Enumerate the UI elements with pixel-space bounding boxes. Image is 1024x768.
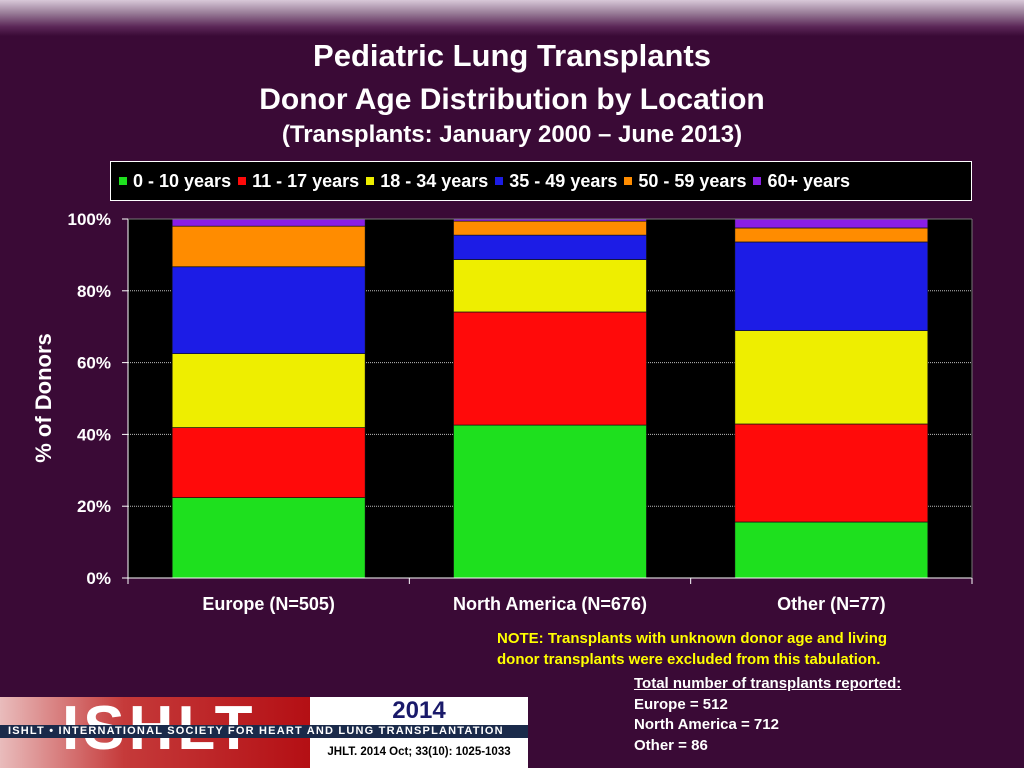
chart-date-range: (Transplants: January 2000 – June 2013) — [281, 121, 743, 148]
y-axis-label: % of Donors — [31, 333, 56, 463]
legend-swatch — [366, 177, 375, 185]
legend-swatch — [119, 177, 127, 185]
totals-block: Total number of transplants reported: Eu… — [634, 674, 901, 756]
ishlt-logo-band: ISHLT ISHLT • INTERNATIONAL SOCIETY FOR … — [0, 697, 528, 768]
bar-segment — [453, 259, 647, 313]
x-category-label: Europe (N=505) — [202, 594, 335, 614]
totals-other: Other = 86 — [634, 736, 708, 754]
legend-swatch — [495, 177, 504, 185]
bar-segment — [734, 423, 929, 523]
y-tick-label: 20% — [77, 497, 111, 516]
legend-label: 35 - 49 years — [509, 170, 618, 191]
totals-europe: Europe = 512 — [634, 695, 728, 713]
y-tick-label: 100% — [68, 210, 111, 229]
note-line-1: NOTE: Transplants with unknown donor age… — [497, 630, 888, 647]
chart-title: Pediatric Lung Transplants — [313, 38, 711, 73]
legend-item: 11 - 17 years — [238, 171, 359, 192]
bar-segment — [734, 521, 929, 579]
legend-label: 50 - 59 years — [638, 170, 747, 191]
legend-item: 35 - 49 years — [495, 171, 617, 192]
bar-segment — [734, 330, 929, 425]
ishlt-society-strip: ISHLT • INTERNATIONAL SOCIETY FOR HEART … — [0, 725, 528, 738]
y-tick-label: 60% — [77, 354, 111, 373]
bar-segment — [171, 497, 366, 579]
legend-swatch — [624, 177, 633, 185]
bar-segment — [171, 427, 366, 498]
legend-swatch — [238, 177, 247, 185]
chart-subtitle: Donor Age Distribution by Location — [259, 83, 765, 116]
bar-segment — [453, 424, 647, 579]
journal-citation: JHLT. 2014 Oct; 33(10): 1025-1033 — [327, 746, 511, 758]
legend-item: 18 - 34 years — [366, 171, 488, 192]
y-tick-label: 0% — [86, 569, 111, 588]
top-decorative-band — [0, 0, 1024, 36]
legend-item: 50 - 59 years — [624, 171, 746, 192]
bar-segment — [171, 353, 366, 428]
legend-item: 60+ years — [753, 171, 850, 192]
legend-label: 60+ years — [767, 170, 851, 191]
bar-segment — [734, 218, 929, 229]
bar-segment — [171, 225, 366, 268]
legend-label: 18 - 34 years — [380, 170, 489, 191]
bar-segment — [453, 311, 647, 426]
bar-segment — [171, 266, 366, 354]
bar-segment — [453, 234, 647, 260]
y-tick-label: 40% — [77, 425, 111, 444]
bar-segment — [171, 218, 366, 227]
y-tick-label: 80% — [77, 282, 111, 301]
legend-label: 0 - 10 years — [133, 170, 232, 191]
bar-segment — [734, 241, 929, 331]
totals-header: Total number of transplants reported: — [634, 675, 902, 692]
bar-segment — [734, 227, 929, 243]
report-year: 2014 — [392, 697, 446, 724]
chart-legend: 0 - 10 years 11 - 17 years 18 - 34 years 35… — [110, 161, 972, 201]
exclusion-note: NOTE: Transplants with unknown donor age… — [497, 628, 967, 670]
legend-item: 0 - 10 years — [119, 171, 231, 192]
x-category-label: North America (N=676) — [453, 594, 647, 614]
legend-label: 11 - 17 years — [252, 170, 360, 191]
totals-north-america: North America = 712 — [634, 716, 779, 733]
x-category-label: Other (N=77) — [777, 594, 886, 614]
note-line-2: donor transplants were excluded from thi… — [497, 651, 881, 668]
legend-swatch — [753, 177, 762, 185]
bar-segment — [453, 220, 647, 236]
